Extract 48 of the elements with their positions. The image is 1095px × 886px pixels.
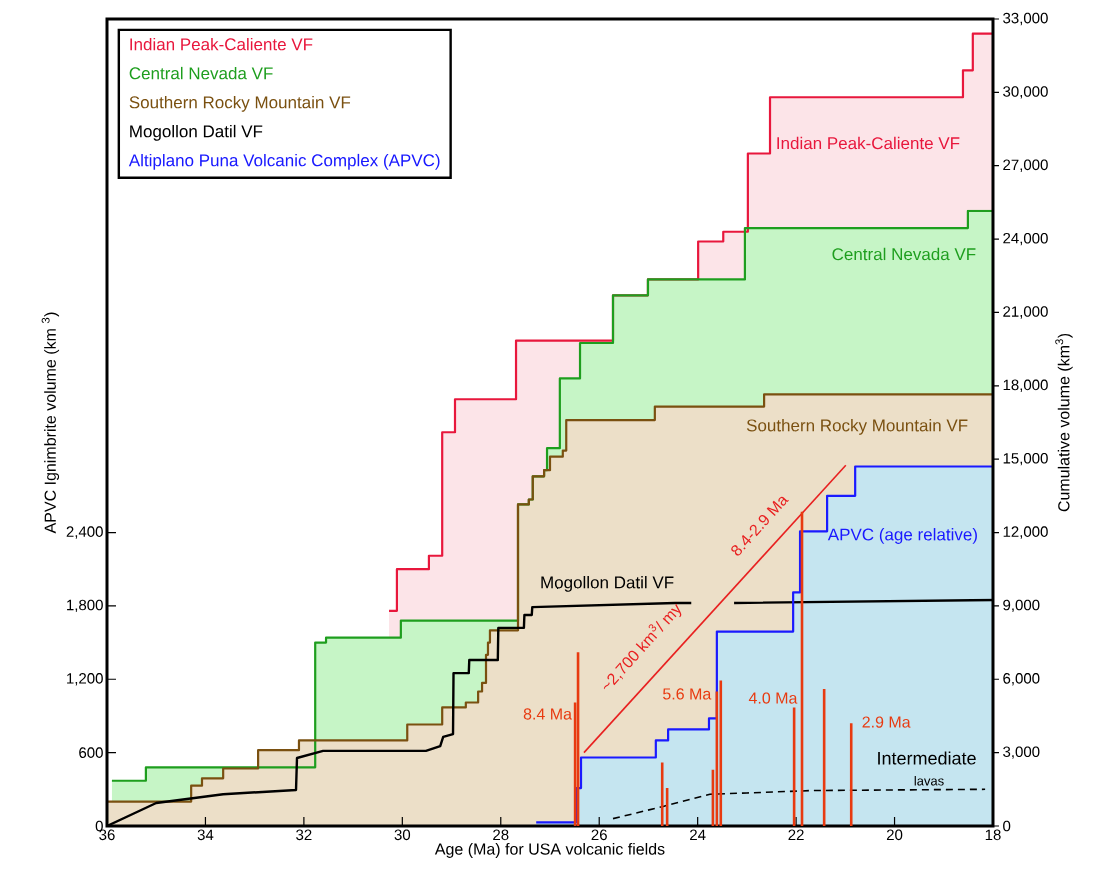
- y2-tick-label: 9,000: [1003, 599, 1040, 613]
- y2-tick-label: 12,000: [1003, 526, 1048, 539]
- series-label: Southern Rocky Mountain VF: [746, 418, 968, 435]
- text: Altiplano Puna Volcanic Complex (APVC): [128, 153, 440, 170]
- x-tick-label: 26: [591, 829, 607, 841]
- bar: [849, 723, 853, 826]
- y2-tick-label: 18,000: [1003, 379, 1048, 392]
- series-label: Central Nevada VF: [832, 247, 976, 261]
- y2-tick-label: 24,000: [1003, 232, 1048, 246]
- text: Mogollon Datil VF: [130, 124, 263, 141]
- x-tick-label: 18: [985, 829, 1001, 841]
- y2-tick-label: 27,000: [1003, 159, 1048, 172]
- x-tick-label: 34: [197, 829, 214, 841]
- x-axis-title: Age (Ma) for USA volcanic fields: [434, 843, 665, 858]
- y-tick-label: 1,200: [67, 673, 103, 686]
- annotation: APVC (age relative): [827, 528, 977, 544]
- y2-axis-title: Cumulative volume (km$^{3}$): [1055, 333, 1073, 512]
- x-tick-label: 30: [394, 829, 411, 841]
- y2-tick-label: 21,000: [1003, 306, 1048, 319]
- annotation: 5.6 Ma: [663, 688, 712, 700]
- y2-tick-label: 6,000: [1003, 673, 1040, 686]
- y-tick-label: 1,800: [67, 599, 103, 613]
- y2-tick-label: 0: [1003, 820, 1011, 832]
- series-label: Mogollon Datil VF: [541, 575, 674, 592]
- y-axis-title: APVC Ignimbrite volume (km $^{3}$): [41, 312, 60, 534]
- text: Indian Peak-Caliente VF: [130, 37, 313, 51]
- y-tick-label: 2,400: [66, 526, 103, 539]
- x-tick-label: 20: [886, 829, 903, 841]
- x-tick-label: 22: [788, 829, 804, 840]
- series-label: Indian Peak-Caliente VF: [777, 136, 960, 150]
- line-series: [612, 788, 986, 820]
- bar: [719, 680, 723, 826]
- x-tick-label: 32: [296, 829, 312, 841]
- y2-tick-label: 3,000: [1003, 746, 1040, 759]
- y-tick-label: 600: [79, 747, 103, 758]
- text: Southern Rocky Mountain VF: [129, 95, 351, 112]
- y2-tick-label: 30,000: [1003, 86, 1048, 99]
- bar: [660, 762, 664, 826]
- x-tick-label: 28: [493, 829, 509, 841]
- annotation: 2.9 Ma: [862, 716, 911, 728]
- annotation: Intermediate: [878, 751, 976, 765]
- annotation: 4.0 Ma: [748, 692, 798, 704]
- text: Central Nevada VF: [129, 66, 273, 80]
- annotation: 8.4 Ma: [523, 708, 572, 720]
- annotation: lavas: [914, 775, 944, 786]
- y2-tick-label: 15,000: [1003, 452, 1048, 466]
- x-tick-label: 24: [690, 829, 706, 840]
- y2-tick-label: 33,000: [1003, 12, 1048, 26]
